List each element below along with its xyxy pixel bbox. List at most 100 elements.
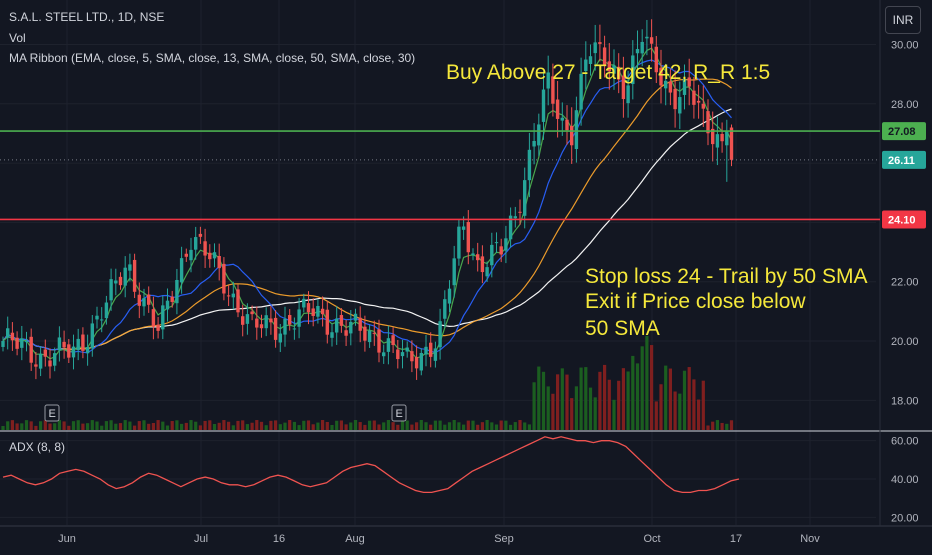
volume-bar <box>10 420 14 430</box>
volume-bar <box>114 423 118 430</box>
candle-body <box>673 88 677 110</box>
volume-bar <box>382 422 386 430</box>
candle-body <box>142 298 146 307</box>
candle <box>678 81 682 129</box>
volume-bar <box>673 391 677 430</box>
candle-body <box>292 328 297 330</box>
volume-bar <box>203 420 207 430</box>
volume-bar <box>706 425 710 430</box>
candle-body <box>405 347 409 352</box>
candle <box>640 29 644 67</box>
candle-body <box>29 336 33 363</box>
candle <box>245 303 250 335</box>
candle <box>71 334 76 370</box>
candle <box>358 306 362 343</box>
volume-bar <box>43 420 47 430</box>
candle-body <box>372 332 376 334</box>
candle-body <box>194 237 198 250</box>
candle-body <box>208 252 212 260</box>
volume-bar <box>123 420 127 430</box>
candle <box>311 298 315 327</box>
candle-body <box>302 298 306 308</box>
volume-bar <box>344 424 348 430</box>
candle <box>339 308 344 333</box>
candle <box>147 286 151 313</box>
candle <box>715 116 720 166</box>
volume-bar <box>57 420 61 430</box>
candle-body <box>447 288 452 304</box>
candle <box>532 123 536 165</box>
candle-body <box>508 215 513 240</box>
earnings-marker-text: E <box>49 408 56 420</box>
candle-body <box>598 42 602 44</box>
candle-body <box>353 313 358 321</box>
earnings-marker-box <box>44 404 60 422</box>
candle-body <box>34 364 38 367</box>
candle-body <box>10 332 15 341</box>
candle <box>508 207 513 248</box>
candle <box>537 113 541 157</box>
candle <box>15 331 19 356</box>
candle-body <box>165 300 170 310</box>
candle-body <box>156 324 160 331</box>
candle-body <box>612 65 616 74</box>
candle-body <box>76 338 80 351</box>
volume-bar <box>71 421 76 430</box>
volume-bar <box>62 421 66 430</box>
currency-button[interactable]: INR <box>885 6 921 34</box>
volume-bar <box>607 379 611 430</box>
volume-bar <box>236 420 240 430</box>
stop-annotation-line-3: 50 SMA <box>585 317 660 340</box>
volume-bar <box>659 384 663 430</box>
volume-bar <box>560 368 564 430</box>
candle <box>673 70 677 128</box>
volume-bar <box>621 368 625 430</box>
volume-bar <box>645 335 649 430</box>
volume-bar <box>466 420 470 430</box>
candle <box>494 232 499 253</box>
volume-bar <box>302 420 306 430</box>
candle <box>38 346 43 377</box>
volume-bar <box>81 423 85 430</box>
candle <box>504 225 508 264</box>
candle-body <box>631 55 635 85</box>
adx-tick-label: 40.00 <box>891 474 919 486</box>
candle <box>555 80 560 138</box>
candle <box>20 325 24 361</box>
volume-bar <box>570 398 574 430</box>
volume-bar <box>396 424 400 430</box>
candle-body <box>546 72 550 89</box>
candle <box>137 282 141 319</box>
candle-body <box>95 315 99 320</box>
candle-body <box>6 328 10 338</box>
candle <box>48 348 52 379</box>
volume-bar <box>264 425 268 430</box>
volume-bar <box>274 420 278 430</box>
volume-bar <box>654 401 658 430</box>
candle <box>377 319 381 363</box>
candle <box>499 238 503 263</box>
volume-bar <box>255 420 259 430</box>
candle-body <box>231 293 235 298</box>
candle-body <box>349 321 353 334</box>
candle-body <box>729 127 734 160</box>
candle-body <box>602 47 607 66</box>
volume-bar <box>330 424 334 430</box>
x-tick-label: Sep <box>494 533 514 545</box>
volume-bar <box>325 421 329 430</box>
candle <box>405 341 409 358</box>
candle-body <box>161 305 165 330</box>
volume-bar <box>29 421 33 430</box>
volume-bar <box>151 422 155 430</box>
candle <box>320 296 325 327</box>
volume-bar <box>368 420 372 430</box>
candle <box>565 105 569 145</box>
volume-bar <box>48 423 52 430</box>
candle-body <box>668 81 673 93</box>
candle <box>400 339 405 369</box>
volume-bar <box>603 364 607 430</box>
candle <box>194 226 198 260</box>
volume-bar <box>701 380 705 430</box>
